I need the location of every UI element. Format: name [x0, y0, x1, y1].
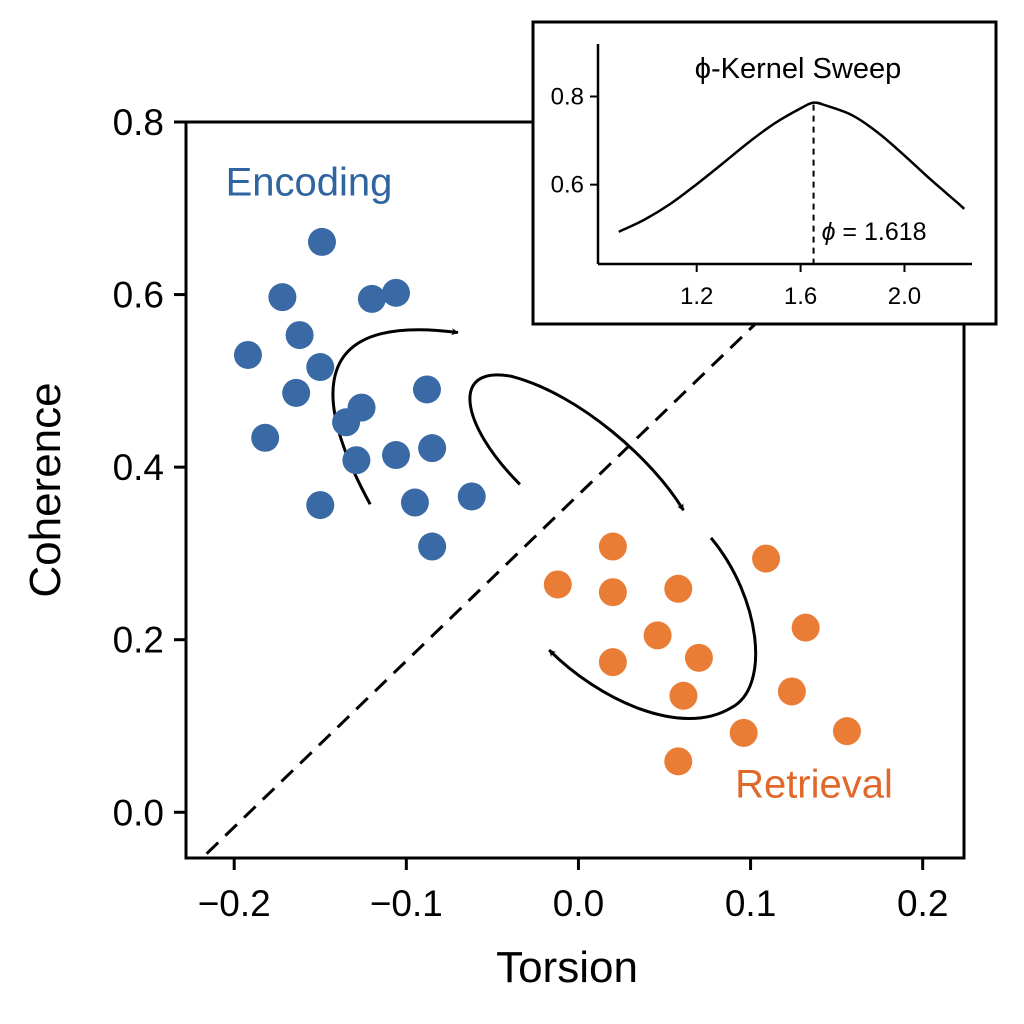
x-tick-label: −0.1: [370, 883, 443, 924]
x-tick-label: 0.1: [725, 883, 776, 924]
encoding-point: [381, 441, 410, 470]
encoding-point: [457, 482, 486, 511]
y-tick-label: 0.4: [113, 447, 164, 488]
y-tick-label: 0.8: [113, 102, 164, 143]
encoding-point: [332, 408, 361, 437]
encoding-point: [285, 321, 314, 350]
encoding-label: Encoding: [226, 160, 393, 204]
encoding-point: [268, 283, 297, 312]
retrieval-point: [729, 718, 758, 747]
retrieval-point: [777, 677, 806, 706]
encoding-point: [307, 227, 336, 256]
encoding-point: [412, 375, 441, 404]
inset-peak-label: ϕ = 1.618: [822, 218, 927, 246]
y-tick-label: 0.0: [113, 792, 164, 833]
encoding-point: [233, 340, 262, 369]
y-tick-label: 0.2: [113, 620, 164, 661]
encoding-point: [306, 491, 335, 520]
inset-kernel-curve: [618, 101, 966, 233]
encoding-point: [282, 378, 311, 407]
retrieval-point: [543, 570, 572, 599]
inset-x-tick-label: 2.0: [888, 283, 921, 310]
x-tick-label: 0.2: [897, 883, 948, 924]
encoding-point: [381, 278, 410, 307]
retrieval-point: [664, 747, 693, 776]
encoding-point: [342, 446, 371, 475]
inset-y-tick-label: 0.8: [551, 83, 584, 110]
x-tick-label: 0.0: [553, 883, 604, 924]
inset-x-tick-label: 1.6: [784, 283, 817, 310]
inset-frame: [531, 20, 998, 326]
inset-peak-symbol: ϕ: [822, 218, 836, 246]
inset-x-tick-label: 1.2: [680, 283, 713, 310]
encoding-point: [251, 423, 280, 452]
encoding-point: [400, 488, 429, 517]
retrieval-point: [598, 648, 627, 677]
y-tick-label: 0.6: [113, 275, 164, 316]
retrieval-label: Retrieval: [735, 763, 893, 807]
inset-peak-equals: =: [835, 218, 864, 246]
inset-peak-value: 1.618: [864, 218, 927, 246]
encoding-point: [418, 532, 447, 561]
retrieval-point: [832, 717, 861, 746]
encoding-point: [418, 434, 447, 463]
x-tick-label: −0.2: [198, 883, 271, 924]
arrow-transition-loop: [468, 373, 685, 512]
encoding-point: [306, 353, 335, 382]
retrieval-point: [643, 621, 672, 650]
x-axis-label: Torsion: [496, 943, 638, 992]
retrieval-point: [684, 643, 713, 672]
inset-y-tick-label: 0.6: [551, 172, 584, 199]
retrieval-point: [598, 532, 627, 561]
inset-title: ϕ-Kernel Sweep: [695, 53, 901, 85]
retrieval-point: [752, 544, 781, 573]
retrieval-point: [669, 681, 698, 710]
retrieval-point: [791, 613, 820, 642]
retrieval-point: [598, 578, 627, 607]
encoding-point: [357, 284, 386, 313]
retrieval-point: [664, 574, 693, 603]
arrow-retrieval-loop: [548, 536, 758, 720]
y-axis-label: Coherence: [21, 382, 70, 597]
